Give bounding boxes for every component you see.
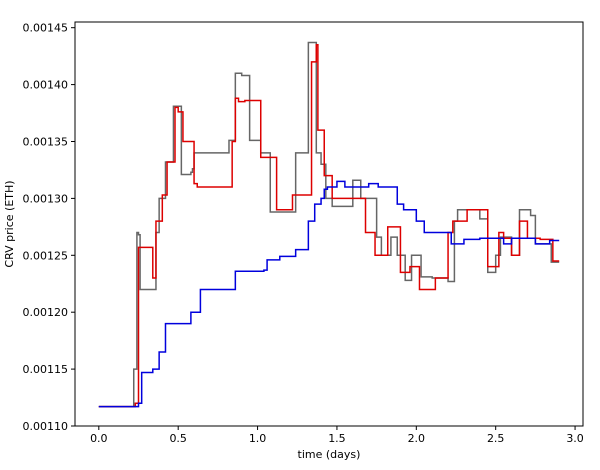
x-tick-label: 2.5: [487, 432, 505, 445]
x-tick-label: 0.5: [169, 432, 187, 445]
plot-frame: [74, 21, 584, 427]
y-tick-label: 0.00140: [23, 79, 69, 92]
series-line-1: [98, 44, 560, 408]
series-line-2: [98, 180, 560, 408]
x-tick-label: 3.0: [566, 432, 584, 445]
y-tick-label: 0.00135: [23, 135, 69, 148]
x-tick-label: 0.0: [90, 432, 108, 445]
x-axis-label: time (days): [298, 448, 361, 461]
x-tick-label: 1.5: [328, 432, 346, 445]
y-axis-label: CRV price (ETH): [3, 180, 16, 267]
y-tick-label: 0.00120: [23, 306, 69, 319]
series-layer: [98, 41, 560, 408]
y-tick-label: 0.00115: [23, 363, 69, 376]
plot-background: [75, 22, 583, 426]
y-tick-label: 0.00125: [23, 249, 69, 262]
y-tick-label: 0.00145: [23, 22, 69, 35]
x-axis: 0.0 0.5 1.0 1.5 2.0 2.5 3.0: [90, 426, 584, 445]
y-tick-label: 0.00130: [23, 192, 69, 205]
y-axis: 0.00110 0.00115 0.00120 0.00125 0.00130 0.001…: [23, 22, 75, 433]
y-tick-label: 0.00110: [23, 420, 69, 433]
x-tick-label: 2.0: [408, 432, 426, 445]
x-tick-label: 1.0: [249, 432, 267, 445]
